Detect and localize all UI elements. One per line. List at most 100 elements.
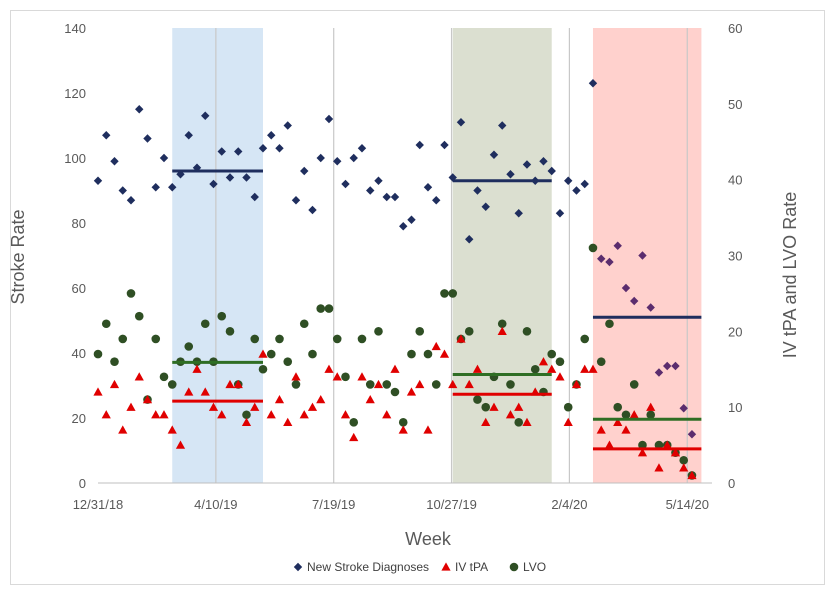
- iv-tpa-point: [365, 394, 375, 404]
- iv-tpa-point: [679, 463, 689, 472]
- stroke-diagnosis-point: [126, 196, 136, 205]
- stroke-diagnosis-point: [588, 79, 598, 88]
- stroke-diagnosis-point: [613, 241, 622, 250]
- iv-tpa-point: [390, 364, 400, 373]
- iv-tpa-point: [423, 425, 433, 434]
- stroke-diagnosis-point: [638, 251, 647, 260]
- lvo-point: [250, 334, 260, 344]
- right-axis-ticks: 0 10 20 30 40 50 60: [728, 21, 742, 491]
- iv-tpa-point: [464, 379, 474, 389]
- x-tick-label: 10/27/19: [426, 497, 477, 512]
- lvo-point: [431, 380, 441, 389]
- iv-tpa-point: [563, 417, 573, 427]
- iv-tpa-point: [332, 372, 342, 381]
- stroke-diagnosis-point: [357, 144, 367, 153]
- lvo-point: [654, 440, 664, 450]
- legend-marker: [509, 562, 519, 572]
- stroke-diagnosis-point: [275, 144, 284, 153]
- iv-tpa-point: [489, 402, 499, 411]
- iv-tpa-point: [596, 425, 606, 434]
- lvo-point: [159, 372, 169, 382]
- legend-label: LVO: [523, 560, 546, 574]
- iv-tpa-point: [349, 432, 359, 442]
- y-tick-label-right: 40: [728, 173, 742, 188]
- iv-tpa-point: [233, 379, 243, 389]
- lvo-point: [316, 304, 326, 313]
- stroke-diagnosis-point: [250, 192, 259, 202]
- lvo-point: [547, 349, 557, 359]
- iv-tpa-point: [497, 326, 507, 336]
- stroke-diagnosis-point: [110, 157, 119, 166]
- iv-tpa-point: [340, 410, 351, 419]
- lvo-point: [217, 311, 227, 321]
- iv-tpa-point: [629, 410, 639, 419]
- y-tick-label-right: 30: [728, 249, 742, 264]
- stroke-diagnosis-point: [267, 131, 276, 140]
- lvo-point: [151, 334, 161, 344]
- stroke-diagnosis-point: [621, 283, 631, 293]
- lvo-point: [126, 289, 136, 298]
- stroke-diagnosis-point: [663, 361, 672, 371]
- lvo-point: [324, 304, 334, 313]
- iv-tpa-point: [637, 448, 648, 457]
- lvo-point: [349, 418, 359, 427]
- lvo-point: [291, 380, 301, 389]
- shaded-period: [452, 28, 552, 483]
- iv-tpa-point: [654, 463, 664, 472]
- stroke-diagnosis-point: [481, 202, 490, 211]
- y-tick-label-right: 10: [728, 400, 742, 415]
- lvo-point: [308, 349, 317, 359]
- stroke-diagnosis-point: [390, 192, 400, 202]
- iv-tpa-point: [522, 417, 532, 427]
- stroke-diagnosis-point: [135, 105, 144, 114]
- stroke-diagnosis-point: [300, 166, 309, 176]
- stroke-diagnosis-point: [580, 179, 589, 189]
- iv-tpa-point: [258, 349, 268, 358]
- lvo-point: [646, 410, 656, 420]
- stroke-diagnosis-point: [102, 131, 111, 140]
- lvo-point: [299, 319, 309, 329]
- lvo-point: [200, 319, 210, 329]
- x-tick-label: 7/19/19: [312, 497, 355, 512]
- stroke-diagnosis-point: [382, 192, 391, 202]
- iv-tpa-point: [200, 387, 210, 396]
- stroke-diagnosis-point: [151, 183, 160, 192]
- stroke-diagnosis-point: [217, 147, 226, 156]
- stroke-diagnosis-point: [374, 176, 383, 185]
- iv-tpa-point: [217, 410, 227, 419]
- iv-tpa-point: [621, 425, 631, 434]
- lvo-point: [266, 349, 276, 359]
- stroke-diagnosis-point: [143, 134, 152, 143]
- lvo-point: [555, 357, 565, 366]
- x-tick-label: 2/4/20: [551, 497, 587, 512]
- iv-tpa-point: [555, 372, 565, 381]
- iv-tpa-point: [134, 372, 144, 381]
- legend: New Stroke Diagnoses IV tPA LVO: [293, 560, 546, 574]
- iv-tpa-point: [109, 379, 120, 389]
- iv-tpa-point: [151, 410, 161, 419]
- iv-tpa-point: [316, 394, 326, 404]
- iv-tpa-point: [373, 379, 384, 389]
- iv-tpa-point: [604, 440, 615, 449]
- average-lines: [172, 169, 702, 451]
- stroke-diagnosis-point: [605, 257, 614, 267]
- lvo-point: [514, 418, 524, 427]
- iv-tpa-point: [291, 372, 301, 381]
- lvo-point: [283, 357, 293, 366]
- stroke-diagnosis-point: [432, 196, 441, 205]
- stroke-diagnosis-point: [333, 157, 342, 166]
- lvo-point: [390, 387, 400, 397]
- iv-tpa-point: [571, 379, 582, 389]
- iv-tpa-point: [448, 379, 458, 389]
- iv-tpa-point: [324, 364, 334, 373]
- stroke-diagnosis-point: [506, 170, 515, 179]
- x-tick-label: 12/31/18: [73, 497, 124, 512]
- y-tick-label-right: 50: [728, 97, 742, 112]
- y-tick-label-right: 20: [728, 324, 742, 339]
- iv-tpa-point: [547, 364, 557, 373]
- lvo-point: [365, 380, 375, 389]
- stroke-diagnosis-point: [522, 160, 532, 169]
- iv-tpa-point: [588, 364, 598, 373]
- lvo-point: [225, 327, 235, 336]
- iv-tpa-point: [481, 417, 491, 427]
